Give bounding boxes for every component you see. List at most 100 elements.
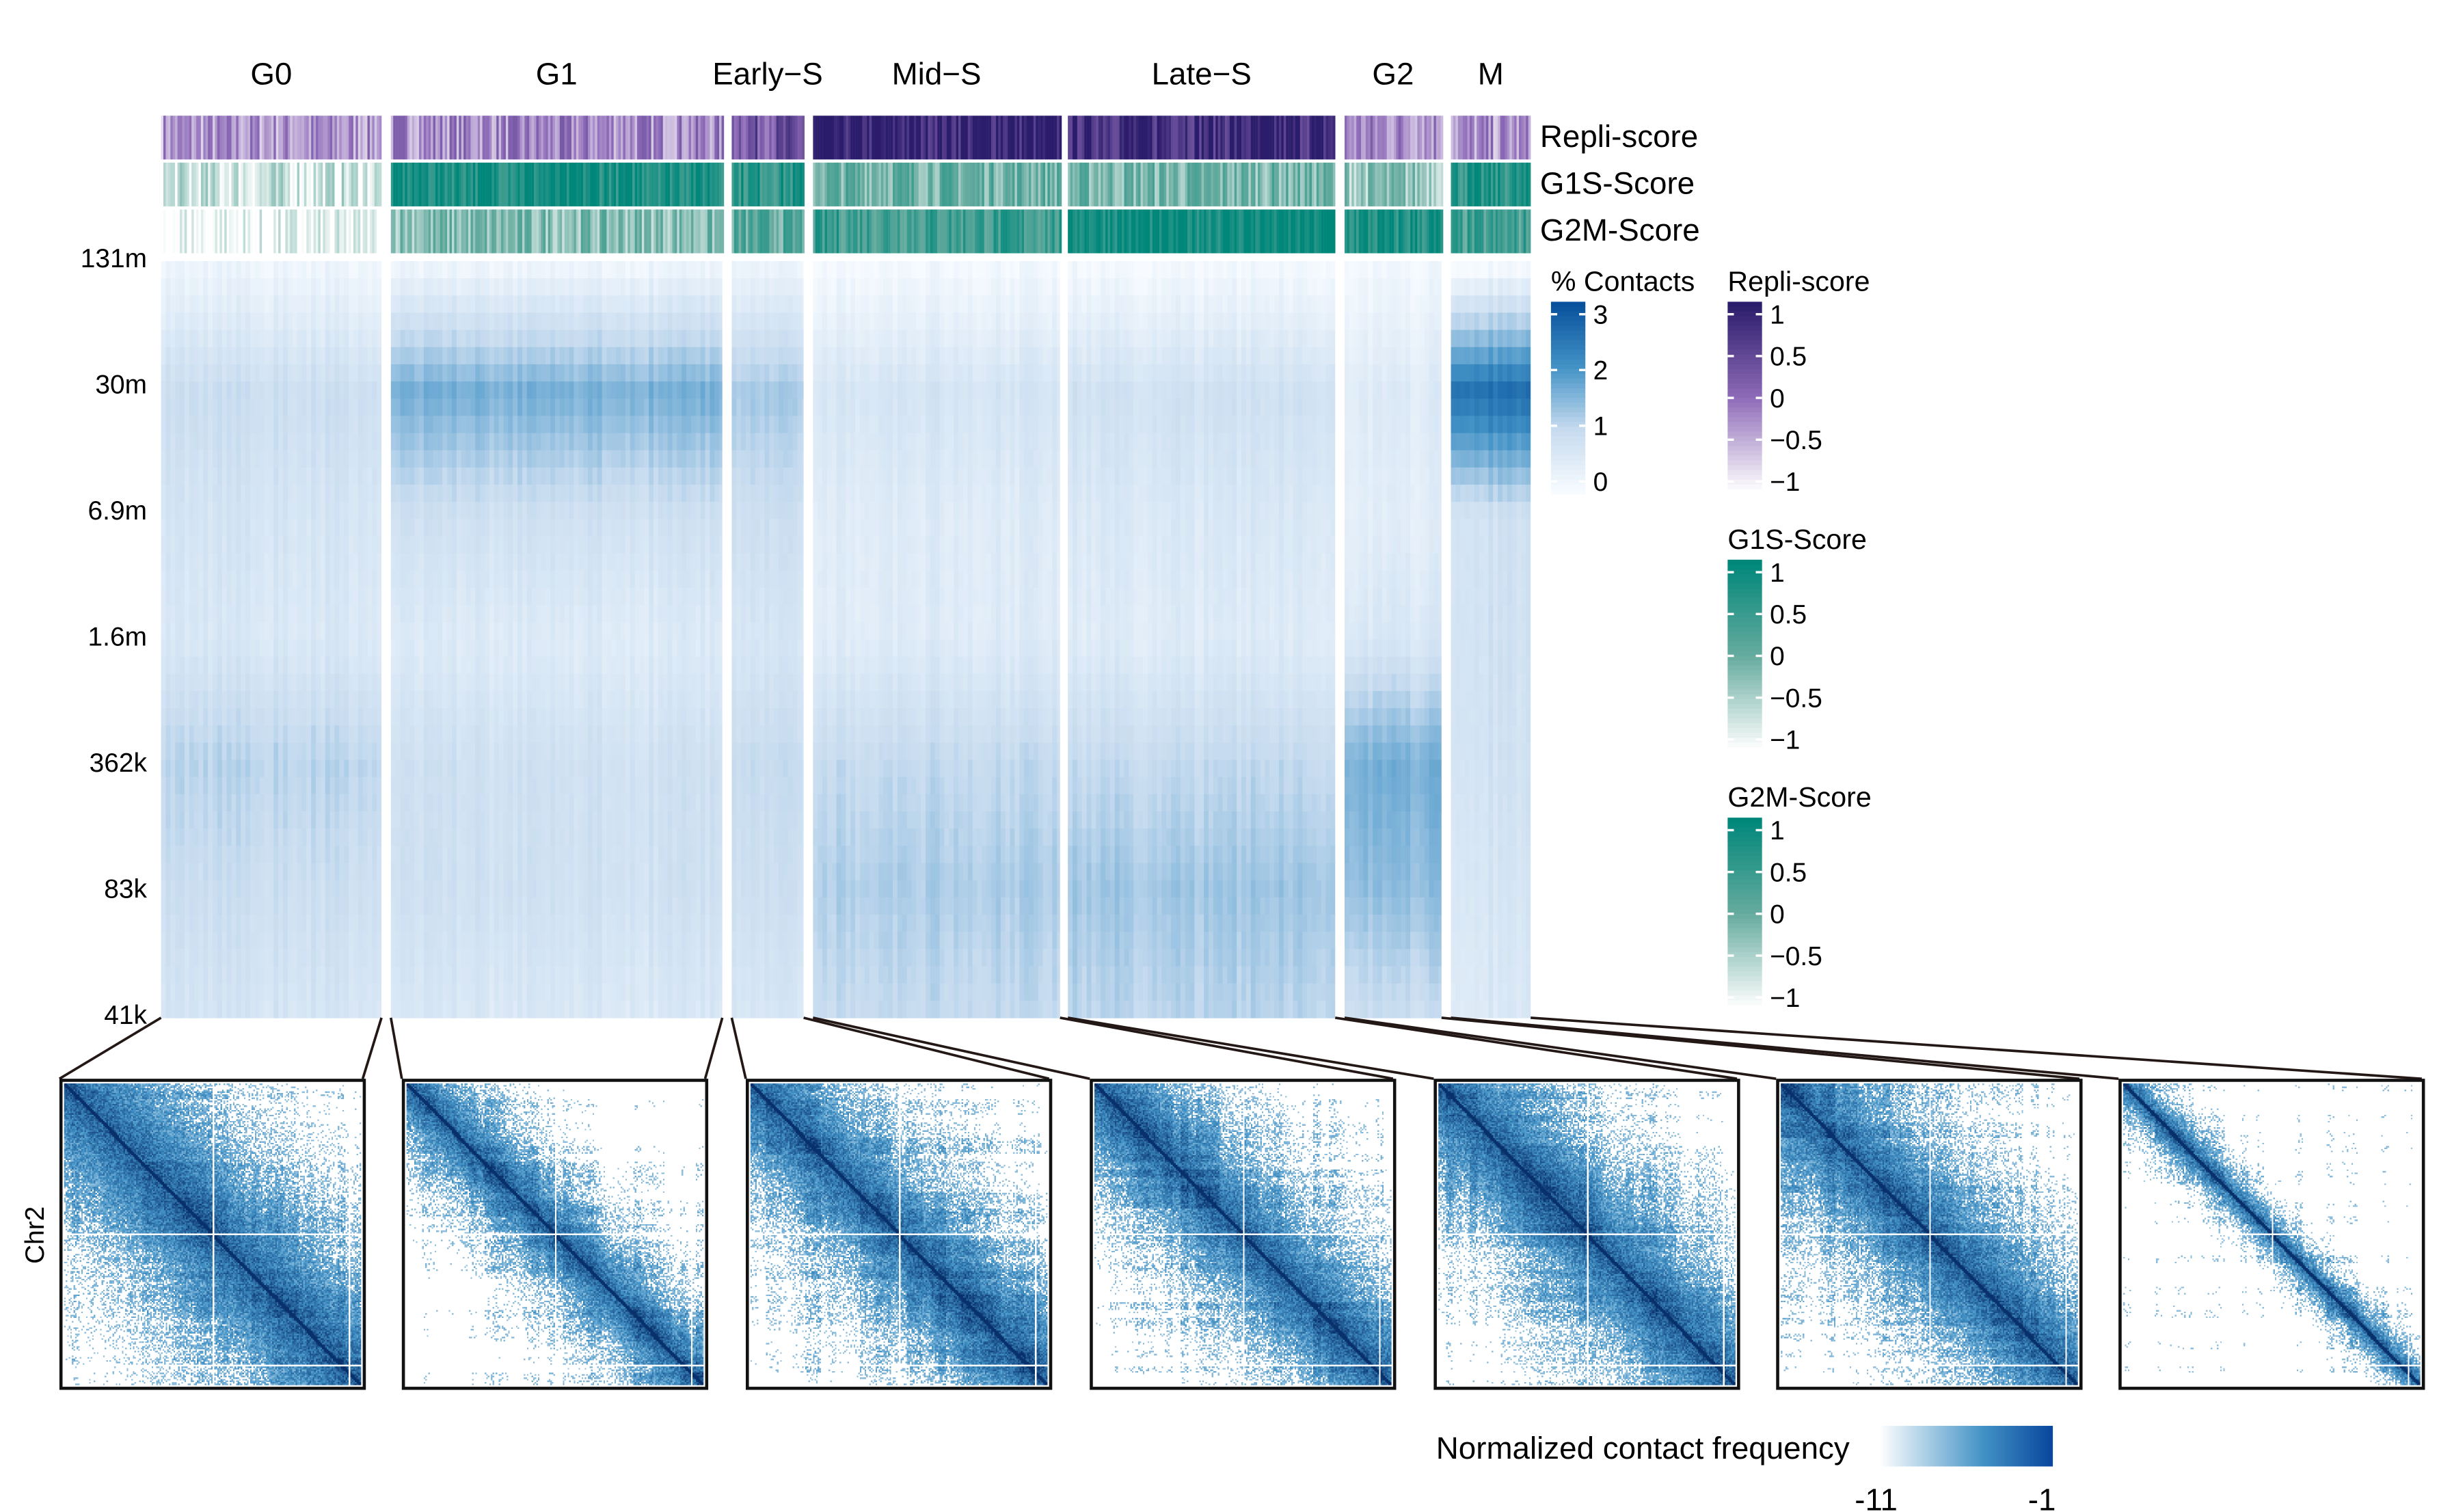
heatmap-cell: [367, 794, 373, 812]
heatmap-cell: [254, 587, 260, 606]
heatmap-cell: [339, 519, 345, 537]
heatmap-cell: [231, 570, 237, 589]
heatmap-cell: [461, 536, 467, 554]
heatmap-cell: [475, 347, 481, 365]
track-cell: [1495, 116, 1498, 160]
heatmap-cell: [498, 260, 504, 279]
heatmap-cell: [344, 485, 349, 502]
heatmap-cell: [428, 949, 434, 967]
heatmap-cell: [161, 811, 166, 829]
heatmap-cell: [254, 932, 260, 950]
track-cell: [1033, 162, 1036, 206]
heatmap-cell: [428, 828, 434, 847]
track-cell: [628, 116, 630, 160]
track-cell: [1332, 209, 1336, 254]
heatmap-cell: [377, 450, 382, 468]
track-cell: [1159, 162, 1162, 206]
track-cell: [423, 162, 427, 206]
heatmap-cell: [301, 553, 307, 571]
heatmap-cell: [217, 932, 223, 950]
heatmap-cell: [180, 329, 185, 348]
heatmap-cell: [189, 690, 195, 709]
heatmap-cell: [372, 725, 377, 744]
heatmap-cell: [461, 1000, 467, 1018]
track-cell: [583, 162, 586, 206]
heatmap-cell: [367, 502, 373, 520]
heatmap-cell: [447, 708, 453, 726]
heatmap-cell: [414, 897, 420, 915]
heatmap-cell: [316, 794, 321, 812]
heatmap-cell: [447, 519, 453, 537]
heatmap-cell: [208, 777, 213, 795]
heatmap-cell: [203, 811, 208, 829]
heatmap-cell: [485, 690, 490, 709]
heatmap-cell: [198, 502, 204, 520]
heatmap-cell: [278, 570, 284, 589]
track-cell: [1332, 116, 1336, 160]
heatmap-cell: [475, 932, 481, 950]
track-cell: [906, 116, 910, 160]
heatmap-cell: [508, 725, 513, 744]
heatmap-cell: [306, 260, 312, 279]
heatmap-cell: [395, 433, 401, 451]
track-cell: [1519, 162, 1522, 206]
track-cell: [505, 162, 509, 206]
heatmap-cell: [245, 1000, 251, 1018]
heatmap-cell: [278, 450, 284, 468]
heatmap-cell: [437, 502, 443, 520]
heatmap-cell: [226, 794, 232, 812]
heatmap-cell: [231, 502, 237, 520]
track-cell: [587, 162, 591, 206]
track-cell: [1321, 209, 1324, 254]
heatmap-cell: [405, 880, 410, 898]
heatmap-cell: [433, 656, 438, 675]
heatmap-cell: [418, 587, 425, 606]
heatmap-cell: [311, 725, 316, 744]
heatmap-cell: [513, 536, 518, 554]
track-cell: [534, 162, 537, 206]
heatmap-cell: [208, 553, 213, 571]
track-cell: [1389, 162, 1392, 206]
heatmap-cell: [395, 570, 401, 589]
heatmap-cell: [184, 863, 190, 881]
heatmap-cell: [287, 932, 293, 950]
heatmap-cell: [447, 690, 453, 709]
heatmap-cell: [372, 759, 377, 778]
heatmap-cell: [245, 485, 251, 502]
heatmap-cell: [165, 295, 171, 314]
heatmap-cell: [433, 794, 438, 812]
heatmap-cell: [236, 399, 241, 417]
heatmap-cell: [193, 312, 199, 331]
heatmap-cell: [485, 570, 490, 589]
heatmap-cell: [353, 364, 359, 382]
heatmap-cell: [517, 450, 523, 468]
track-cell: [477, 209, 481, 254]
track-cell: [623, 116, 626, 160]
heatmap-cell: [254, 880, 260, 898]
heatmap-cell: [165, 553, 171, 571]
heatmap-cell: [180, 381, 185, 399]
heatmap-cell: [358, 536, 364, 554]
track-cell: [332, 162, 335, 206]
heatmap-cell: [320, 467, 326, 485]
heatmap-cell: [325, 467, 331, 485]
heatmap-cell: [339, 329, 345, 348]
heatmap-cell: [301, 295, 307, 314]
track-cell: [405, 209, 408, 254]
heatmap-cell: [395, 828, 401, 847]
track-cell: [1412, 162, 1416, 206]
track-cell: [611, 162, 614, 206]
track-cell: [421, 116, 425, 160]
track-cell: [1498, 162, 1500, 206]
heatmap-cell: [349, 932, 354, 950]
heatmap-cell: [193, 536, 199, 554]
heatmap-cell: [437, 759, 443, 778]
heatmap-cell: [405, 932, 410, 950]
heatmap-cell: [377, 570, 382, 589]
track-cell: [970, 116, 973, 160]
heatmap-cell: [311, 312, 316, 331]
track-cell: [1384, 209, 1387, 254]
heatmap-cell: [273, 570, 279, 589]
heatmap-cell: [269, 312, 274, 331]
heatmap-cell: [489, 416, 495, 434]
